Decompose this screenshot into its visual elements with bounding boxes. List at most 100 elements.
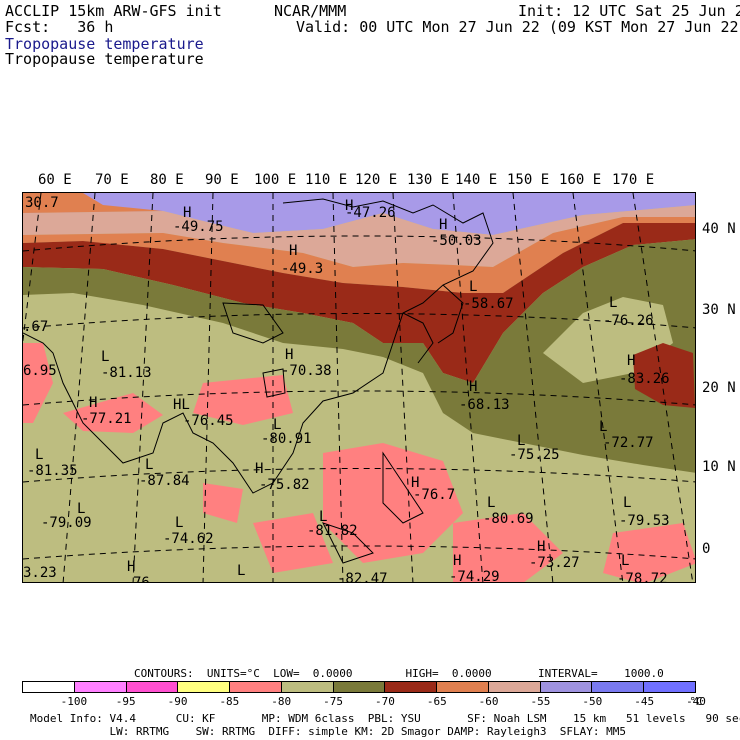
legend-tick-label: °C xyxy=(689,695,703,708)
olive-region xyxy=(23,239,695,473)
map-value-label: L xyxy=(145,457,154,473)
map-value-label: -79.09 xyxy=(41,515,92,531)
legend-color-bin xyxy=(74,682,127,692)
map-value-label: L xyxy=(175,515,184,531)
map-value-label: -79.53 xyxy=(619,513,670,529)
init-time: Init: 12 UTC Sat 25 Jun 22 xyxy=(518,2,740,20)
map-value-label: H xyxy=(285,347,294,363)
map-value-label: H xyxy=(537,539,546,555)
map-value-label: H xyxy=(345,198,354,214)
map-value-label: H xyxy=(627,353,636,369)
dark-red-spot xyxy=(633,343,695,408)
longitude-label: 120 E xyxy=(355,172,398,188)
map-value-label: L xyxy=(517,433,526,449)
map-canvas xyxy=(23,193,695,582)
map-value-label: L xyxy=(469,279,478,295)
field-title-shaded: Tropopause temperature xyxy=(5,35,204,53)
legend-color-bin xyxy=(333,682,386,692)
map-value-label: -81.13 xyxy=(101,365,152,381)
map-value-label: -50.03 xyxy=(431,233,482,249)
legend-color-bin xyxy=(488,682,541,692)
map-value-label: -75.82 xyxy=(259,477,310,493)
map-value-label: L xyxy=(237,563,246,579)
map-value-label: L xyxy=(101,349,110,365)
model-title: ACCLIP 15km ARW-GFS init xyxy=(5,2,222,20)
latitude-label: 40 N xyxy=(702,221,736,237)
map-value-label: L xyxy=(609,295,618,311)
legend-color-bin xyxy=(281,682,334,692)
map-value-label: -74.62 xyxy=(163,531,214,547)
latitude-label: 30 N xyxy=(702,302,736,318)
longitude-label: 130 E xyxy=(407,172,450,188)
map-value-label: -81.35 xyxy=(27,463,78,479)
map-value-label: -49.3 xyxy=(281,261,324,277)
map-value-label: -82.47 xyxy=(337,571,388,583)
forecast-hour: Fcst: 36 h xyxy=(5,18,114,36)
tropopause-temperature-map: 30.7 H -49.75 H -47.26 H -50.03 H -49.3 L -58.67 L -… xyxy=(22,192,696,583)
map-value-label: -81.82 xyxy=(307,523,358,539)
legend-tick-label: -65 xyxy=(426,695,447,708)
legend-color-bin xyxy=(540,682,593,692)
legend-color-bin xyxy=(437,682,489,692)
map-value-label: -77.21 xyxy=(81,411,132,427)
map-value-label: L xyxy=(273,417,282,433)
map-value-label: -87.84 xyxy=(139,473,190,489)
map-value-label: H xyxy=(453,553,462,569)
map-value-label: 30.7 xyxy=(25,195,59,211)
lavender-region xyxy=(23,193,695,235)
model-info-line1: Model Info: V4.4 CU: KF MP: WDM 6class P… xyxy=(30,712,740,725)
map-value-label: L xyxy=(623,495,632,511)
legend-tick-label: -50 xyxy=(582,695,603,708)
dark-red-region xyxy=(23,223,695,383)
map-value-label: -58.67 xyxy=(463,296,514,312)
legend-tick-label: -75 xyxy=(323,695,343,708)
longitude-label: 170 E xyxy=(612,172,655,188)
orange-region xyxy=(23,193,695,293)
legend-tick-label: -80 xyxy=(271,695,292,708)
map-value-label: -80.69 xyxy=(483,511,534,527)
model-info-line2: LW: RRTMG SW: RRTMG DIFF: simple KM: 2D … xyxy=(30,725,627,738)
map-value-label: HL xyxy=(173,397,190,413)
map-value-label: -68.13 xyxy=(459,397,510,413)
pink-brown-region xyxy=(23,205,695,267)
latitude-label: 10 N xyxy=(702,459,736,475)
map-value-label: 3.23 xyxy=(23,565,57,581)
map-value-label: -78.72 xyxy=(617,571,668,583)
map-value-label: L xyxy=(487,495,496,511)
map-value-label: L xyxy=(35,447,44,463)
center-label: NCAR/MMM xyxy=(274,2,347,20)
legend-tick-label: -90 xyxy=(167,695,188,708)
map-value-label: H xyxy=(255,461,264,477)
legend-tick-label: -45 xyxy=(634,695,655,708)
legend-color-bin xyxy=(230,682,282,692)
longitude-label: 80 E xyxy=(150,172,184,188)
color-legend xyxy=(22,681,696,693)
map-value-label: -76.45 xyxy=(183,413,234,429)
map-value-label: 6.95 xyxy=(23,363,57,379)
legend-tick-label: -100 xyxy=(60,695,88,708)
map-value-label: H xyxy=(289,243,298,259)
coastlines xyxy=(23,198,494,564)
legend-color-bin xyxy=(126,682,179,692)
map-value-label: H xyxy=(127,559,136,575)
cold-patches xyxy=(23,343,695,582)
latitude-label: 0 xyxy=(702,541,711,557)
legend-color-bin xyxy=(178,682,231,692)
map-value-label: -72.77 xyxy=(603,435,654,451)
legend-tick-label: -60 xyxy=(478,695,499,708)
map-value-label: H xyxy=(469,379,478,395)
legend-tick-label: -40 xyxy=(686,695,706,708)
map-value-label: L xyxy=(621,553,630,569)
map-value-label: L xyxy=(77,501,86,517)
longitude-label: 110 E xyxy=(305,172,348,188)
map-value-label: H xyxy=(439,217,448,233)
legend-tick-label: -95 xyxy=(115,695,136,708)
legend-color-bin xyxy=(385,682,438,692)
longitude-label: 60 E xyxy=(38,172,72,188)
legend-tick-label: -70 xyxy=(374,695,395,708)
map-value-label: -70.38 xyxy=(281,363,332,379)
legend-tick-label: -85 xyxy=(219,695,240,708)
map-value-label: -73.27 xyxy=(529,555,580,571)
longitude-label: 160 E xyxy=(559,172,602,188)
map-value-label: -74.29 xyxy=(449,569,500,583)
